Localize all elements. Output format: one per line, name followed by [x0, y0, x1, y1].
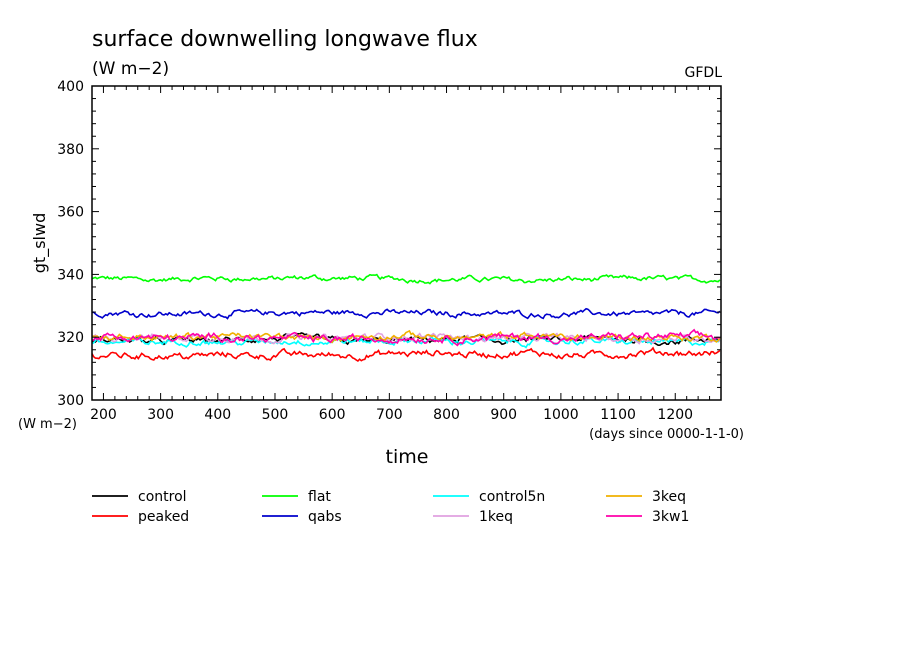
legend-label-control5n: control5n — [479, 489, 545, 505]
legend-label-flat: flat — [308, 489, 331, 505]
series-line-flat — [91, 273, 721, 285]
x-axis-label: time — [386, 446, 429, 468]
plot-frame — [91, 85, 722, 401]
legend-label-1keq: 1keq — [479, 509, 513, 525]
x-tick-label: 900 — [490, 407, 517, 423]
x-tick-label: 1200 — [657, 407, 693, 423]
series-group — [91, 273, 721, 363]
y-tick-label: 380 — [57, 142, 84, 158]
x-tick-label: 800 — [433, 407, 460, 423]
y-tick-label: 340 — [57, 267, 84, 283]
tick-marks — [91, 85, 722, 401]
x-tick-label: 400 — [204, 407, 231, 423]
x-tick-label: 1000 — [543, 407, 579, 423]
chart-title: surface downwelling longwave flux — [92, 27, 478, 52]
x-tick-label: 600 — [319, 407, 346, 423]
x-tick-label: 200 — [90, 407, 117, 423]
legend-label-3keq: 3keq — [652, 489, 686, 505]
legend-label-qabs: qabs — [308, 509, 342, 525]
x-tick-label: 1100 — [600, 407, 636, 423]
series-line-3keq — [91, 329, 721, 344]
y-tick-label: 360 — [57, 205, 84, 221]
y-tick-labels: 300 320 340 360 380 400 — [57, 79, 84, 409]
x-tick-label: 500 — [262, 407, 289, 423]
x-tick-labels: 200 300 400 500 600 700 800 900 1000 1100 1200 — [90, 407, 693, 423]
series-line-3kw1 — [92, 328, 721, 347]
legend-label-control: control — [138, 489, 187, 505]
x-unit-label: (days since 0000-1-1-0) — [589, 427, 744, 442]
legend-label-peaked: peaked — [138, 509, 189, 525]
series-line-qabs — [91, 307, 721, 320]
y-axis-label: gt_slwd — [30, 213, 50, 273]
y-tick-label: 300 — [57, 393, 84, 409]
chart-subtitle: (W m−2) — [92, 59, 169, 79]
legend-label-3kw1: 3kw1 — [652, 509, 689, 525]
source-label: GFDL — [685, 65, 723, 81]
y-tick-label: 320 — [57, 330, 84, 346]
x-tick-label: 700 — [376, 407, 403, 423]
y-tick-label: 400 — [57, 79, 84, 95]
legend: control flat control5n 3keq peaked qabs 1keq 3k… — [92, 489, 689, 525]
x-tick-label: 300 — [147, 407, 174, 423]
y-unit-label: (W m−2) — [18, 417, 77, 432]
series-line-peaked — [91, 346, 721, 363]
